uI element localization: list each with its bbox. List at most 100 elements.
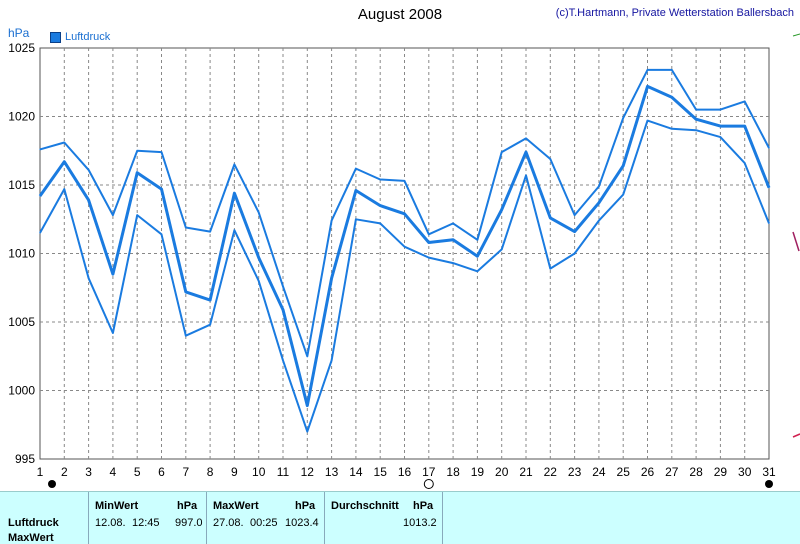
edge-fragment — [792, 433, 800, 438]
x-tick-label: 12 — [301, 465, 315, 479]
data-point-min — [452, 262, 454, 264]
data-point-max — [39, 148, 41, 150]
data-point-min — [282, 359, 284, 361]
data-point-min — [768, 222, 770, 224]
data-point-max — [136, 150, 138, 152]
y-tick-label: 995 — [15, 452, 35, 466]
data-point-max — [282, 285, 284, 287]
min-time: 12:45 — [132, 517, 160, 529]
x-tick-label: 26 — [641, 465, 655, 479]
data-point-min — [695, 129, 697, 131]
data-point-max — [379, 178, 381, 181]
data-point-mean — [622, 165, 624, 167]
x-tick-label: 14 — [349, 465, 363, 479]
data-point-mean — [160, 188, 163, 190]
x-tick-label: 11 — [277, 465, 290, 479]
data-point-min — [39, 232, 41, 234]
data-point-min — [355, 218, 357, 220]
avg-header: Durchschnitt — [331, 500, 399, 512]
x-tick-label: 5 — [134, 465, 141, 479]
x-tick-label: 6 — [158, 465, 165, 479]
data-point-min — [428, 257, 430, 259]
data-point-max — [258, 211, 260, 213]
data-point-max — [403, 180, 406, 182]
y-tick-label: 1025 — [8, 41, 35, 55]
data-point-min — [574, 252, 576, 255]
data-point-min — [501, 248, 503, 250]
legend-swatch — [50, 31, 61, 43]
data-point-min — [88, 277, 90, 279]
data-point-min — [63, 188, 65, 190]
data-point-min — [306, 431, 308, 433]
data-point-min — [549, 267, 551, 270]
x-tick-label: 18 — [446, 465, 460, 479]
x-tick-label: 25 — [617, 465, 631, 479]
data-point-max — [428, 233, 430, 235]
data-point-mean — [63, 161, 65, 163]
stats-avg-column: Durchschnitt hPa 1013.2 — [324, 492, 442, 544]
data-point-max — [160, 151, 163, 153]
legend-label: Luftdruck — [65, 31, 111, 43]
data-point-min — [646, 120, 649, 122]
data-point-mean — [549, 217, 551, 219]
data-point-max — [622, 117, 624, 119]
data-point-min — [598, 220, 600, 222]
data-point-mean — [646, 85, 649, 87]
data-point-max — [112, 214, 114, 216]
data-point-max — [574, 214, 576, 216]
data-point-max — [331, 220, 333, 222]
data-point-mean — [476, 255, 478, 257]
data-point-mean — [282, 309, 284, 311]
data-point-mean — [379, 204, 381, 207]
data-point-max — [233, 163, 235, 166]
data-point-min — [476, 270, 478, 272]
legend: Luftdruck — [50, 31, 110, 43]
min-date: 12.08. — [95, 517, 126, 529]
x-tick-label: 19 — [471, 465, 485, 479]
data-point-mean — [233, 192, 235, 194]
x-tick-label: 13 — [325, 465, 339, 479]
max-header: MaxWert — [213, 500, 259, 512]
x-tick-label: 3 — [85, 465, 92, 479]
data-point-mean — [671, 96, 673, 98]
data-point-min — [622, 193, 624, 196]
stats-empty-column — [442, 492, 800, 544]
data-point-max — [525, 137, 527, 140]
x-tick-label: 23 — [568, 465, 582, 479]
data-point-mean — [112, 273, 114, 275]
y-tick-label: 1020 — [8, 110, 35, 124]
x-tick-label: 21 — [519, 465, 533, 479]
data-point-min — [160, 233, 163, 235]
x-tick-label: 28 — [689, 465, 703, 479]
x-tick-label: 30 — [738, 465, 752, 479]
data-point-mean — [136, 172, 138, 174]
data-point-mean — [403, 213, 406, 215]
max-date: 27.08. — [213, 517, 244, 529]
data-point-mean — [355, 189, 357, 192]
data-point-min — [136, 214, 138, 216]
x-tick-label: 20 — [495, 465, 509, 479]
copyright-text: (c)T.Hartmann, Private Wetterstation Bal… — [555, 7, 794, 19]
data-point-max — [768, 147, 770, 149]
data-point-max — [185, 226, 187, 229]
max-value: 1023.4 — [285, 517, 319, 529]
data-point-max — [719, 109, 722, 111]
x-tick-label: 7 — [182, 465, 189, 479]
y-tick-label: 1015 — [8, 178, 35, 192]
new-moon-icon — [765, 480, 773, 488]
data-point-mean — [452, 239, 454, 241]
min-value: 997.0 — [175, 517, 203, 529]
data-point-min — [671, 128, 673, 130]
y-tick-label: 1010 — [8, 247, 35, 261]
data-point-mean — [185, 291, 187, 293]
data-point-max — [695, 109, 697, 111]
new-moon-icon — [48, 480, 56, 488]
data-point-min — [744, 162, 746, 164]
stats-row-label-maxwert: MaxWert — [8, 532, 54, 544]
data-point-max — [88, 169, 90, 171]
data-point-max — [452, 222, 454, 224]
data-point-min — [185, 335, 187, 337]
y-tick-label: 1005 — [8, 315, 35, 329]
data-point-mean — [574, 230, 576, 233]
